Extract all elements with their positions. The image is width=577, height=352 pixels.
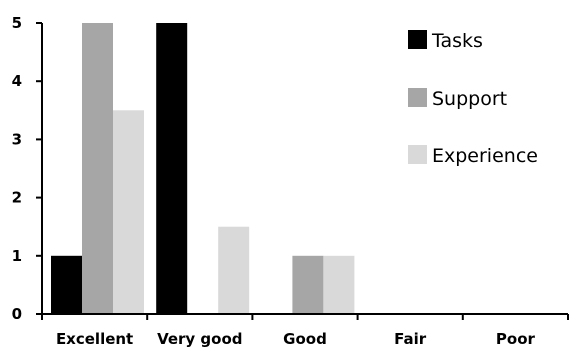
x-labels-group: Excellent Very good Good Fair Poor xyxy=(56,330,536,348)
x-tick-label: Good xyxy=(283,330,327,348)
legend-label-experience: Experience xyxy=(432,145,538,167)
bar-support-excellent xyxy=(82,23,113,314)
y-tick-label: 4 xyxy=(12,72,22,90)
y-tick-label: 0 xyxy=(12,305,22,323)
bar-experience-good xyxy=(323,255,355,314)
x-tick-label: Fair xyxy=(394,330,427,348)
legend-swatch-experience xyxy=(408,145,427,164)
bar-experience-very-good xyxy=(218,226,250,314)
legend-label-tasks: Tasks xyxy=(431,30,483,52)
y-tick-label: 5 xyxy=(12,14,22,32)
y-ticks-group: 0 1 2 3 4 5 xyxy=(12,14,42,323)
legend-swatch-tasks xyxy=(408,30,427,49)
y-tick-label: 2 xyxy=(12,189,22,207)
bar-tasks-excellent xyxy=(51,255,82,314)
x-tick-label: Very good xyxy=(157,330,242,348)
legend-label-support: Support xyxy=(432,88,507,110)
legend-swatch-support xyxy=(408,88,427,107)
legend: Tasks Support Experience xyxy=(408,30,538,167)
bar-experience-excellent xyxy=(113,110,144,314)
bar-support-good xyxy=(292,255,324,314)
y-tick-label: 3 xyxy=(12,130,22,148)
x-tick-label: Excellent xyxy=(56,330,133,348)
bar-tasks-very-good xyxy=(156,23,188,314)
y-tick-label: 1 xyxy=(12,247,22,265)
bars-group xyxy=(51,23,355,314)
axes-group xyxy=(36,23,569,320)
x-tick-label: Poor xyxy=(496,330,536,348)
